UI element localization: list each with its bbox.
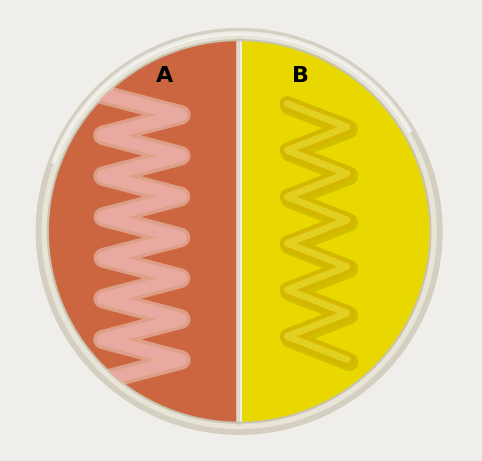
Text: B: B [293,66,309,86]
Wedge shape [48,40,239,423]
Wedge shape [239,40,430,423]
Circle shape [42,35,436,429]
Wedge shape [48,40,239,423]
Wedge shape [239,40,430,423]
Wedge shape [239,40,430,423]
Wedge shape [239,40,430,423]
Circle shape [36,29,442,434]
Text: A: A [156,66,174,86]
Wedge shape [48,40,239,423]
